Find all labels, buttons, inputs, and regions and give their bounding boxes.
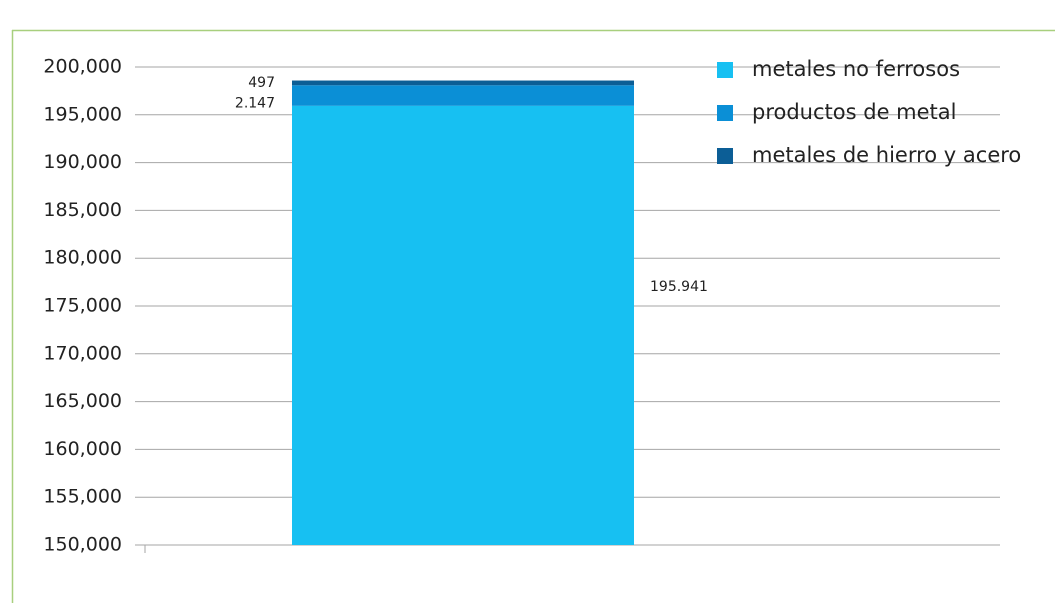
y-tick-label: 170,000	[43, 342, 122, 364]
y-tick-label: 165,000	[43, 390, 122, 412]
bar-segment	[292, 85, 634, 106]
y-tick-label: 150,000	[43, 534, 122, 556]
value-label: 497	[248, 75, 275, 91]
legend-swatch	[717, 62, 733, 78]
y-tick-label: 200,000	[43, 56, 122, 78]
legend-label: metales de hierro y acero	[752, 143, 1021, 167]
legend-swatch	[717, 105, 733, 121]
legend-swatch	[717, 148, 733, 164]
bar-segment	[292, 80, 634, 86]
bar-segment	[292, 105, 634, 545]
y-tick-label: 185,000	[43, 199, 122, 221]
y-tick-label: 190,000	[43, 151, 122, 173]
y-tick-label: 195,000	[43, 103, 122, 125]
legend-label: productos de metal	[752, 100, 956, 124]
y-tick-label: 155,000	[43, 486, 122, 508]
y-tick-label: 180,000	[43, 247, 122, 269]
value-label: 2.147	[235, 96, 275, 112]
legend-label: metales no ferrosos	[752, 57, 960, 81]
value-label: 195.941	[650, 279, 708, 295]
y-tick-label: 175,000	[43, 295, 122, 317]
y-tick-label: 160,000	[43, 438, 122, 460]
